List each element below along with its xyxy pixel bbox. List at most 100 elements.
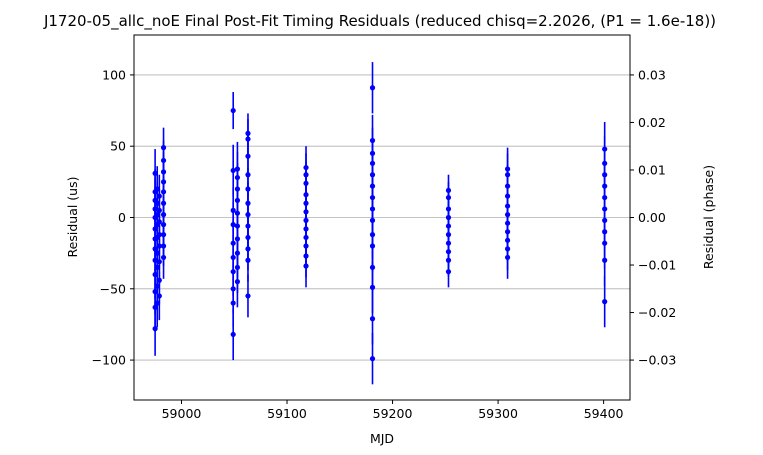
data-point <box>245 136 251 142</box>
data-point <box>504 254 511 261</box>
data-point <box>160 179 167 185</box>
data-point <box>154 250 160 256</box>
data-point <box>245 153 251 159</box>
x-tick-label: 59100 <box>267 406 307 421</box>
data-point <box>230 254 236 261</box>
y-axis-label: Residual (us) <box>65 177 80 258</box>
data-point <box>445 194 452 201</box>
data-point <box>156 219 162 225</box>
data-point <box>230 300 236 306</box>
x-tick-label: 59200 <box>373 406 413 421</box>
data-point <box>156 277 162 283</box>
data-point <box>152 326 158 332</box>
data-point <box>369 356 376 362</box>
data-point <box>445 240 452 246</box>
data-point <box>160 145 167 151</box>
data-point <box>369 243 376 249</box>
y2-tick-label: 0.02 <box>638 115 666 130</box>
data-point <box>602 240 608 246</box>
data-point <box>504 193 511 199</box>
plot-area <box>152 62 608 385</box>
data-point <box>160 169 167 175</box>
data-point <box>303 217 309 223</box>
y-tick-label: 0 <box>118 210 126 225</box>
y2-tick-label: 0.01 <box>638 162 666 177</box>
data-point <box>445 223 452 229</box>
data-point <box>152 289 158 295</box>
data-point <box>234 264 241 271</box>
x-axis-label: MJD <box>370 431 394 446</box>
data-point <box>160 222 167 228</box>
data-point <box>245 172 251 178</box>
y-tick-label: −100 <box>92 353 126 368</box>
x-tick-label: 59400 <box>584 406 624 421</box>
data-point <box>602 194 608 201</box>
data-point <box>303 180 309 186</box>
data-point <box>156 243 162 249</box>
gridlines <box>134 74 630 361</box>
x-tick-label: 59300 <box>478 406 518 421</box>
data-point <box>602 229 608 235</box>
data-point <box>152 304 158 310</box>
data-point <box>234 236 241 242</box>
data-point <box>369 160 376 166</box>
data-point <box>303 164 309 171</box>
y2-tick-label: 0.00 <box>638 210 666 225</box>
data-point <box>445 206 452 212</box>
data-point <box>303 253 309 259</box>
data-point <box>230 240 236 246</box>
data-point <box>152 206 158 212</box>
data-point <box>445 269 452 275</box>
data-point <box>245 212 251 218</box>
data-point <box>160 157 167 164</box>
data-point <box>154 200 160 206</box>
data-point <box>234 186 241 192</box>
data-point <box>303 234 309 241</box>
data-point <box>160 232 167 238</box>
data-point <box>154 264 160 271</box>
data-point <box>504 166 511 172</box>
data-point <box>234 166 241 172</box>
data-point <box>154 300 160 306</box>
y2-axis-label: Residual (phase) <box>701 165 716 269</box>
data-point <box>154 283 160 289</box>
data-point <box>504 229 511 235</box>
data-point <box>369 183 376 189</box>
data-point <box>504 246 511 252</box>
data-point <box>369 316 376 322</box>
data-point <box>602 146 608 152</box>
data-point <box>234 174 241 181</box>
data-point <box>160 200 167 206</box>
y2-tick-label: −0.02 <box>638 305 676 320</box>
y-axis-left: −100 −50 0 50 100 <box>92 67 134 368</box>
data-point <box>160 189 167 195</box>
data-point <box>156 259 162 265</box>
data-point <box>504 220 511 226</box>
data-point <box>602 183 608 189</box>
data-point <box>369 232 376 238</box>
data-point <box>234 223 241 229</box>
x-axis: 59000 59100 59200 59300 59400 <box>162 400 624 421</box>
data-point <box>230 269 236 275</box>
x-tick-label: 59000 <box>162 406 202 421</box>
data-point <box>504 212 511 218</box>
data-point <box>152 226 158 232</box>
chart-title: J1720-05_allc_noE Final Post-Fit Timing … <box>43 12 716 31</box>
data-point <box>369 264 376 271</box>
data-point <box>230 331 236 338</box>
data-point <box>303 226 309 232</box>
data-point <box>234 197 241 203</box>
data-point <box>234 250 241 256</box>
data-point <box>156 232 162 238</box>
data-point <box>230 222 236 228</box>
data-point <box>230 207 236 213</box>
data-point <box>152 246 158 252</box>
data-point <box>369 137 376 144</box>
y-tick-label: 50 <box>110 139 126 154</box>
data-point <box>234 210 241 216</box>
data-point <box>303 243 309 249</box>
data-point <box>369 194 376 201</box>
data-point <box>602 257 608 263</box>
y-axis-right: −0.03 −0.02 −0.01 0.00 0.01 0.02 0.03 <box>630 67 676 368</box>
data-point <box>245 223 251 229</box>
